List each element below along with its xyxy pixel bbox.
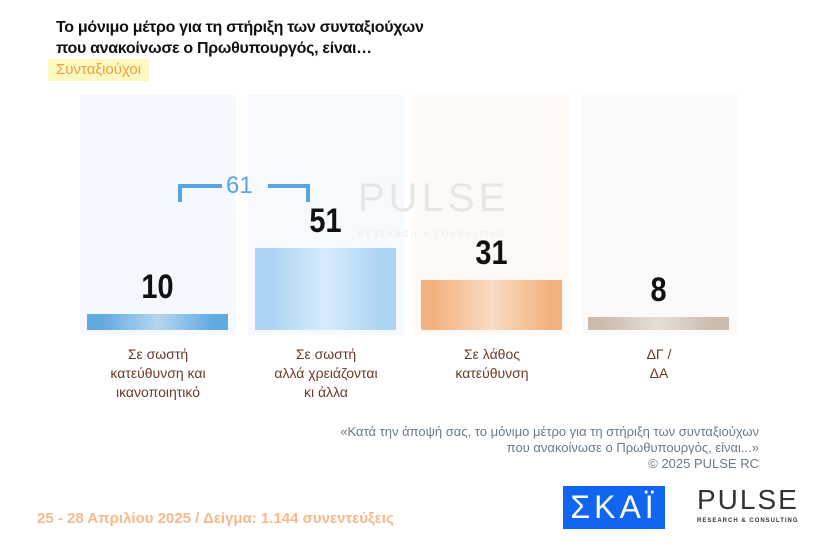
column-background [80, 95, 236, 335]
value-label: 51 [309, 202, 342, 241]
category-label-line: ΔΑ [649, 365, 669, 381]
chart-title: Το μόνιμο μέτρο για τη στήριξη των συντα… [56, 17, 424, 59]
bracket-left [178, 184, 222, 202]
bar [255, 248, 396, 330]
question-note: «Κατά την άποψή σας, το μόνιμο μέτρο για… [340, 424, 759, 472]
copyright: © 2025 PULSE RC [648, 456, 759, 471]
bar [588, 317, 729, 330]
column-background [581, 95, 737, 335]
value-label: 10 [141, 268, 174, 306]
category-label-line: Σε σωστή [295, 346, 357, 362]
bar [87, 314, 228, 330]
category-label-line: κατεύθυνση και [110, 365, 206, 381]
title-line: Το μόνιμο μέτρο για τη στήριξη των συντα… [56, 19, 424, 36]
category-label-line: κι άλλα [304, 384, 348, 400]
pulse-logo-tagline: RESEARCH & CONSULTING [697, 518, 799, 524]
value-label: 31 [475, 234, 508, 273]
category-label-line: ΔΓ / [646, 346, 672, 362]
category-label: ΔΓ / ΔΑ [581, 345, 737, 383]
note-line: που ανακοίνωσε ο Πρωθυπουργός, είναι...» [506, 440, 759, 455]
bracket-right [268, 184, 310, 202]
category-label: Σε λάθος κατεύθυνση [414, 345, 570, 383]
subgroup-label: Συνταξιούχοι [48, 59, 150, 81]
category-label-line: Σε σωστή [127, 346, 189, 362]
pulse-logo: PULSE [697, 484, 799, 515]
category-label-line: Σε λάθος [464, 346, 520, 362]
pulse-watermark: PULSE [358, 176, 510, 220]
bar [421, 280, 562, 330]
category-label: Σε σωστή κατεύθυνση και ικανοποιητικό [80, 345, 236, 402]
combined-total-label: 61 [226, 172, 253, 199]
footer-sample: 25 - 28 Απριλίου 2025 / Δείγμα: 1.144 συ… [37, 510, 394, 527]
category-label-line: ικανοποιητικό [115, 384, 201, 400]
category-label-line: αλλά χρειάζονται [274, 365, 378, 381]
value-label: 8 [650, 271, 667, 309]
pulse-watermark-tagline: RESEARCH & CONSULTING [358, 230, 507, 239]
category-label: Σε σωστή αλλά χρειάζονται κι άλλα [248, 345, 404, 402]
skai-logo: ΣΚΑΪ [563, 486, 665, 529]
category-label-line: κατεύθυνση [455, 365, 529, 381]
note-line: «Κατά την άποψή σας, το μόνιμο μέτρο για… [340, 424, 759, 439]
title-line: που ανακοίνωσε ο Πρωθυπουργός, είναι… [56, 40, 372, 57]
